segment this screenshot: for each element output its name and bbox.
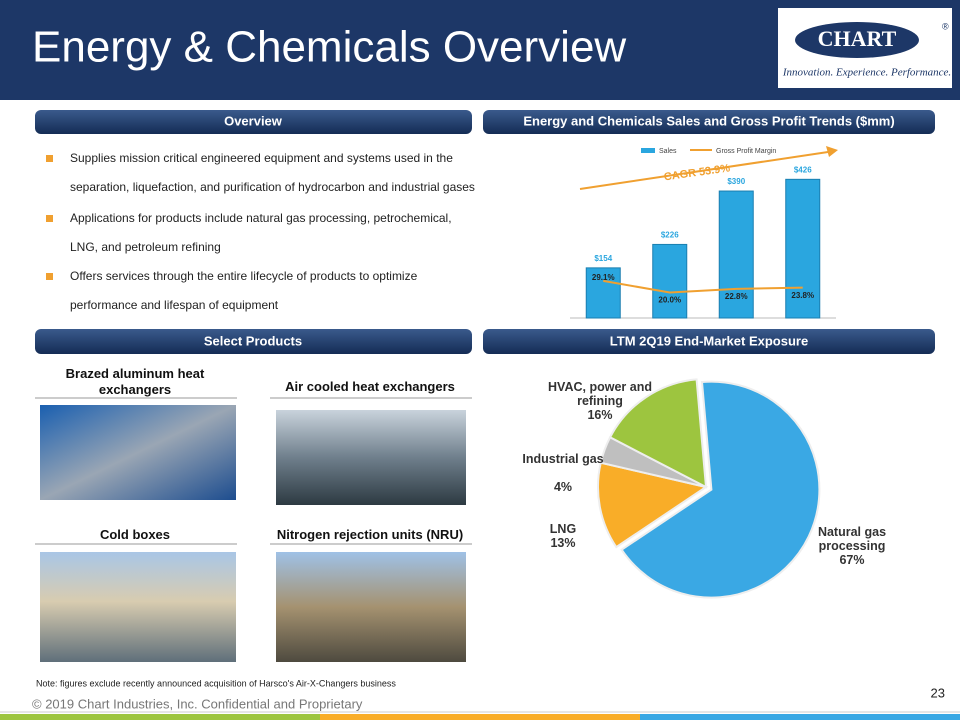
section-bar [35, 110, 472, 134]
logo-ellipse [795, 22, 919, 58]
product-caption: Air cooled heat exchangers [285, 379, 455, 394]
pie-value-label: 67% [839, 553, 865, 567]
cagr-arrowhead [826, 146, 838, 157]
bullet: Supplies mission critical engineered equ… [46, 144, 475, 202]
data-label: 20.0% [658, 296, 681, 305]
legend-label: Sales [659, 148, 677, 155]
pie-slice [620, 380, 821, 599]
bar [652, 243, 688, 319]
line [603, 279, 803, 294]
cagr-arrow [579, 151, 829, 190]
data-label: $390 [727, 177, 745, 186]
section-bar [483, 329, 935, 354]
product-photo [276, 410, 466, 505]
data-label: $426 [794, 165, 812, 174]
section-bar [35, 329, 472, 354]
pie-label: LNG [549, 522, 577, 536]
footer-strip [0, 714, 320, 720]
footer-strip [640, 714, 960, 720]
pie-slice [597, 461, 709, 549]
footer: © 2019 Chart Industries, Inc. Confidenti… [32, 696, 363, 711]
product-caption: Brazed aluminum heat exchangers [65, 366, 205, 397]
legend-swatch [641, 148, 655, 153]
data-label: 22.8% [725, 292, 748, 301]
pie-value-label: 16% [587, 408, 613, 422]
annotation: CAGR 53.9% [663, 162, 731, 183]
section-heading: Select Products [204, 333, 302, 348]
data-label: 23.8% [791, 291, 814, 300]
logo-registered: ® [942, 21, 949, 31]
logo: CHART [818, 26, 897, 51]
pie-label: Natural gas processing [817, 525, 887, 553]
slide-title: Energy & Chemicals Overview [32, 23, 626, 72]
data-label: $226 [661, 231, 679, 240]
data-label: 29.1% [592, 273, 615, 282]
bar [585, 267, 621, 319]
product-photo [276, 552, 466, 662]
section-heading: LTM 2Q19 End-Market Exposure [610, 333, 808, 348]
legend-label: Gross Profit Margin [716, 148, 776, 155]
bar [718, 190, 754, 319]
section-heading: Overview [224, 113, 283, 128]
product-photo [40, 552, 236, 662]
tagline: Innovation. Experience. Performance. [782, 67, 951, 79]
pie-value-label: 4% [553, 480, 573, 494]
data-label: $154 [594, 254, 612, 263]
bullet: Applications for products include natura… [46, 204, 475, 262]
pie-label: Industrial gas [522, 452, 604, 466]
product-caption: Cold boxes [99, 527, 171, 542]
note: Note: figures exclude recently announced… [36, 678, 396, 688]
footer-strip [320, 714, 640, 720]
product-photo [40, 405, 236, 500]
bullet: Offers services through the entire lifec… [46, 262, 475, 320]
product-caption: Nitrogen rejection units (NRU) [276, 527, 464, 542]
section-bar [483, 110, 935, 134]
pie-label: HVAC, power and refining [548, 380, 652, 408]
pie-value-label: 13% [550, 536, 576, 550]
bar [785, 178, 821, 319]
section-heading: Energy and Chemicals Sales and Gross Pro… [523, 113, 894, 128]
page-number: 23 [931, 685, 945, 700]
pie-slice [608, 378, 708, 489]
